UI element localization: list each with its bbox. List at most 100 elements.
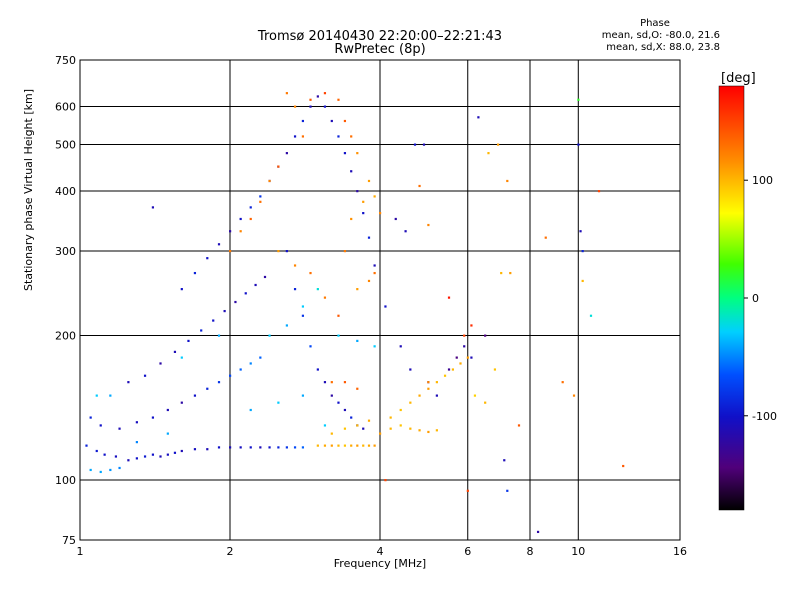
x-mode-point	[239, 230, 242, 233]
x-mode-point	[500, 271, 503, 275]
o-mode-point	[206, 448, 209, 451]
x-mode-point	[277, 250, 280, 253]
o-mode-point	[301, 305, 305, 308]
y-tick-label: 500	[55, 139, 76, 152]
o-mode-point	[239, 368, 242, 371]
o-mode-point	[239, 217, 242, 221]
o-mode-point	[99, 424, 102, 427]
o-mode-point	[293, 288, 297, 291]
x-mode-point	[418, 429, 421, 432]
x-mode-point	[373, 195, 376, 198]
x-mode-point	[427, 381, 430, 384]
x-mode-point	[493, 368, 497, 371]
x-mode-point	[301, 135, 305, 138]
x-mode-point	[435, 429, 438, 432]
x-mode-point	[249, 217, 252, 221]
x-mode-point	[293, 105, 297, 108]
o-mode-point	[343, 152, 347, 155]
x-mode-point	[316, 444, 319, 447]
o-mode-point	[285, 152, 288, 155]
o-mode-point	[244, 292, 247, 295]
x-mode-point	[373, 444, 376, 447]
colorbar-tick-label: -100	[752, 410, 777, 423]
x-mode-point	[399, 424, 402, 427]
o-mode-point	[151, 453, 155, 456]
o-mode-point	[323, 424, 327, 427]
x-mode-point	[268, 179, 271, 183]
o-mode-point	[166, 408, 169, 412]
x-mode-point	[356, 152, 359, 155]
o-mode-point	[362, 212, 365, 215]
o-mode-point	[316, 288, 319, 291]
x-mode-point	[330, 381, 333, 384]
x-mode-point	[337, 444, 340, 447]
o-mode-point	[254, 283, 257, 287]
o-mode-point	[399, 345, 402, 348]
o-mode-point	[193, 448, 197, 451]
x-mode-point	[293, 264, 297, 267]
o-mode-point	[309, 345, 312, 348]
x-mode-point	[384, 479, 387, 482]
x-mode-point	[561, 381, 564, 384]
x-mode-point	[362, 200, 365, 203]
x-mode-point	[309, 98, 312, 101]
o-mode-point	[118, 466, 121, 470]
tick-labels-layer: 1 2 4 6 8 10 16 75 100 200 300 400 500 600 750	[55, 54, 687, 558]
o-mode-point	[206, 257, 209, 260]
y-tick-label: 100	[55, 474, 76, 487]
x-mode-point	[373, 271, 376, 275]
x-mode-point	[459, 362, 462, 365]
o-mode-point	[127, 381, 130, 384]
x-mode-point	[356, 444, 359, 447]
o-mode-point	[268, 446, 271, 449]
o-mode-point	[127, 459, 130, 462]
y-tick-label: 600	[55, 101, 76, 114]
chart-title: Tromsø 20140430 22:20:00–22:21:43	[257, 29, 503, 44]
o-mode-point	[301, 119, 305, 123]
x-mode-point	[581, 279, 584, 283]
o-mode-point	[356, 190, 359, 193]
x-mode-point	[496, 143, 500, 146]
o-mode-point	[330, 394, 333, 397]
x-mode-point	[309, 271, 312, 275]
x-mode-point	[447, 296, 451, 299]
o-mode-point	[435, 394, 438, 397]
x-mode-point	[622, 464, 625, 468]
o-mode-point	[404, 230, 407, 233]
o-mode-point	[277, 401, 280, 404]
phase-legend-heading: Phase	[640, 18, 670, 29]
x-mode-point	[362, 444, 365, 447]
x-mode-point	[343, 250, 347, 253]
o-mode-point	[229, 230, 232, 233]
o-mode-point	[503, 459, 506, 462]
o-mode-point	[350, 416, 353, 419]
x-mode-point	[517, 424, 521, 427]
o-mode-point	[413, 143, 417, 146]
o-mode-point	[409, 368, 412, 371]
o-mode-point	[337, 334, 340, 337]
o-mode-point	[309, 105, 312, 108]
x-mode-point	[463, 334, 466, 337]
x-mode-point	[337, 314, 340, 317]
o-mode-point	[337, 135, 340, 138]
o-mode-point	[589, 314, 593, 317]
o-mode-point	[223, 309, 226, 313]
o-mode-point	[173, 350, 177, 353]
o-mode-point	[95, 449, 98, 453]
x-mode-point	[330, 444, 333, 447]
x-tick-label: 1	[77, 545, 84, 558]
o-mode-point	[200, 329, 203, 332]
x-mode-point	[427, 430, 430, 434]
o-mode-point	[316, 368, 319, 371]
o-mode-point	[180, 288, 183, 291]
x-mode-point	[343, 119, 347, 123]
o-mode-point	[463, 345, 466, 348]
o-mode-point	[249, 362, 252, 365]
x-mode-point	[473, 394, 477, 397]
o-mode-point	[301, 314, 305, 317]
o-mode-point	[579, 230, 582, 233]
o-mode-point	[143, 374, 147, 377]
colorbar-ticks-layer: 100 0 -100	[744, 174, 777, 423]
o-mode-point	[447, 368, 451, 371]
x-mode-point	[466, 489, 469, 492]
